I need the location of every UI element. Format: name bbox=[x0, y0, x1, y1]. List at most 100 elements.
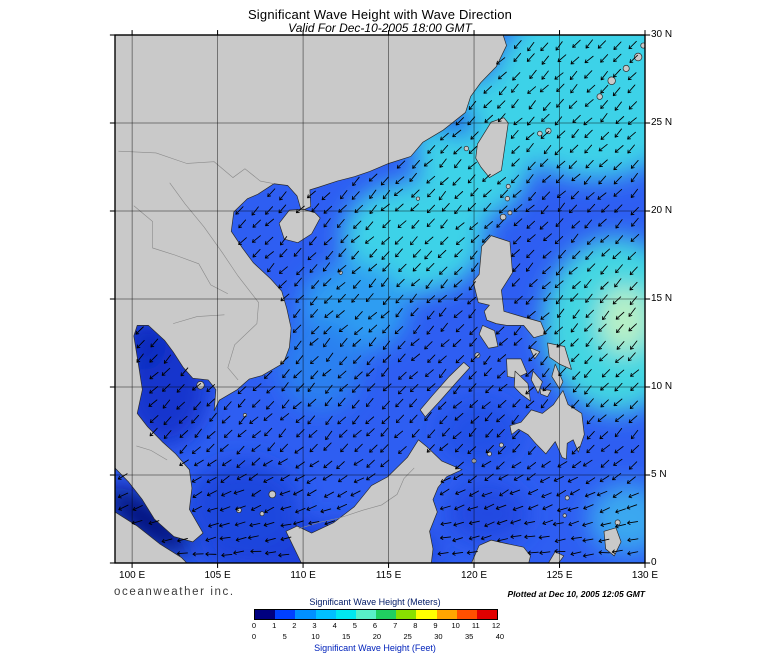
wave-direction-arrow bbox=[542, 250, 552, 259]
wave-direction-arrow bbox=[440, 477, 451, 484]
wave-direction-arrow bbox=[394, 326, 404, 335]
wave-direction-arrow bbox=[554, 146, 563, 156]
wave-direction-arrow bbox=[263, 476, 274, 484]
wave-direction-arrow bbox=[439, 415, 448, 425]
wave-direction-arrow bbox=[511, 174, 520, 184]
wave-direction-arrow bbox=[221, 490, 232, 497]
wave-direction-arrow bbox=[509, 489, 521, 495]
wave-direction-arrow bbox=[614, 446, 624, 454]
wave-direction-arrow bbox=[556, 160, 566, 169]
wave-direction-arrow bbox=[439, 368, 447, 379]
wave-direction-arrow bbox=[543, 145, 552, 155]
colorbar-meters-tick: 10 bbox=[451, 621, 460, 630]
wave-direction-arrow bbox=[496, 219, 505, 228]
lat-tick-label: 30 N bbox=[651, 29, 673, 40]
wave-direction-arrow bbox=[626, 504, 638, 510]
wave-direction-arrow bbox=[612, 87, 621, 97]
wave-direction-arrow bbox=[234, 521, 246, 527]
wave-direction-arrow bbox=[554, 235, 564, 245]
wave-direction-arrow bbox=[598, 175, 607, 185]
wave-direction-arrow bbox=[596, 490, 608, 497]
wave-direction-arrow bbox=[582, 521, 593, 527]
wave-direction-arrow bbox=[192, 491, 203, 498]
land-taiwan bbox=[475, 117, 509, 178]
land-cebu bbox=[530, 370, 543, 394]
wave-direction-arrow bbox=[497, 100, 506, 109]
colorbar-cell bbox=[295, 610, 316, 619]
wave-direction-arrow bbox=[340, 190, 348, 200]
wave-direction-arrow bbox=[413, 324, 421, 335]
wave-direction-arrow bbox=[219, 536, 231, 541]
oceanweather-credit: oceanweather inc. bbox=[114, 586, 235, 598]
wave-direction-arrow bbox=[252, 430, 262, 438]
colorbar-cell bbox=[255, 610, 276, 619]
wave-direction-arrow bbox=[180, 367, 189, 377]
wave-direction-arrow bbox=[381, 277, 389, 287]
wave-direction-arrow bbox=[600, 382, 609, 391]
wave-direction-arrow bbox=[453, 473, 463, 480]
colorbar-feet-tick: 10 bbox=[311, 632, 320, 641]
wave-direction-arrow bbox=[395, 308, 403, 318]
wave-direction-arrow bbox=[247, 535, 259, 540]
map-frame bbox=[114, 34, 646, 564]
wave-direction-arrow bbox=[470, 354, 480, 363]
wave-direction-arrow bbox=[453, 146, 462, 155]
wave-direction-arrow bbox=[354, 371, 363, 380]
wave-direction-arrow bbox=[470, 187, 479, 197]
wave-direction-arrow bbox=[525, 204, 535, 212]
wave-direction-arrow bbox=[410, 203, 420, 212]
wave-direction-arrow bbox=[426, 263, 435, 272]
wave-direction-arrow bbox=[264, 427, 273, 437]
wave-direction-arrow bbox=[597, 40, 606, 49]
wave-direction-arrow bbox=[381, 416, 391, 425]
wave-direction-arrow bbox=[309, 264, 318, 273]
wave-direction-arrow bbox=[629, 54, 638, 63]
wave-direction-arrow bbox=[352, 429, 362, 438]
wave-direction-arrow bbox=[525, 132, 535, 141]
wave-direction-arrow bbox=[495, 504, 507, 511]
wave-direction-arrow bbox=[629, 266, 638, 276]
wave-direction-arrow bbox=[468, 309, 476, 319]
land-palawan bbox=[419, 362, 471, 418]
wave-direction-arrow bbox=[483, 100, 492, 109]
wave-direction-arrow bbox=[582, 538, 594, 543]
wave-direction-arrow bbox=[454, 266, 463, 275]
wave-direction-arrow bbox=[600, 84, 609, 94]
wave-direction-arrow bbox=[369, 337, 377, 347]
wave-direction-arrow bbox=[528, 340, 537, 349]
wave-direction-arrow bbox=[627, 72, 637, 81]
wave-direction-arrow bbox=[161, 367, 171, 376]
wave-direction-arrow bbox=[452, 537, 463, 543]
wave-direction-arrow bbox=[369, 444, 378, 453]
wave-direction-arrow bbox=[426, 295, 436, 304]
wave-direction-arrow bbox=[584, 323, 593, 332]
wave-direction-arrow bbox=[613, 41, 622, 50]
colorbar-cell bbox=[476, 610, 498, 619]
wave-direction-arrow bbox=[409, 398, 418, 408]
wave-direction-arrow bbox=[585, 160, 594, 169]
wave-direction-arrow bbox=[555, 41, 563, 51]
wave-direction-arrow bbox=[497, 354, 507, 362]
wave-direction-arrow bbox=[354, 204, 363, 213]
wave-direction-arrow bbox=[280, 474, 290, 482]
wave-direction-arrow bbox=[538, 535, 550, 540]
wave-direction-arrow bbox=[600, 522, 612, 527]
wave-direction-arrow bbox=[613, 162, 622, 171]
wave-direction-arrow bbox=[267, 188, 276, 197]
wave-direction-arrow bbox=[161, 538, 173, 544]
wave-direction-arrow bbox=[117, 492, 129, 499]
wave-direction-arrow bbox=[543, 292, 551, 302]
wave-direction-arrow bbox=[627, 537, 639, 543]
wave-direction-arrow bbox=[629, 296, 638, 306]
wave-direction-arrow bbox=[556, 489, 567, 497]
wave-direction-arrow bbox=[570, 293, 579, 302]
wave-direction-arrow bbox=[614, 145, 624, 153]
wave-direction-arrow bbox=[340, 234, 349, 244]
wave-direction-arrow bbox=[251, 457, 261, 466]
wave-direction-arrow bbox=[616, 341, 625, 350]
wave-direction-arrow bbox=[626, 476, 636, 484]
wave-direction-arrow bbox=[468, 145, 478, 154]
wave-direction-arrow bbox=[311, 203, 320, 213]
wave-direction-arrow bbox=[599, 507, 610, 514]
